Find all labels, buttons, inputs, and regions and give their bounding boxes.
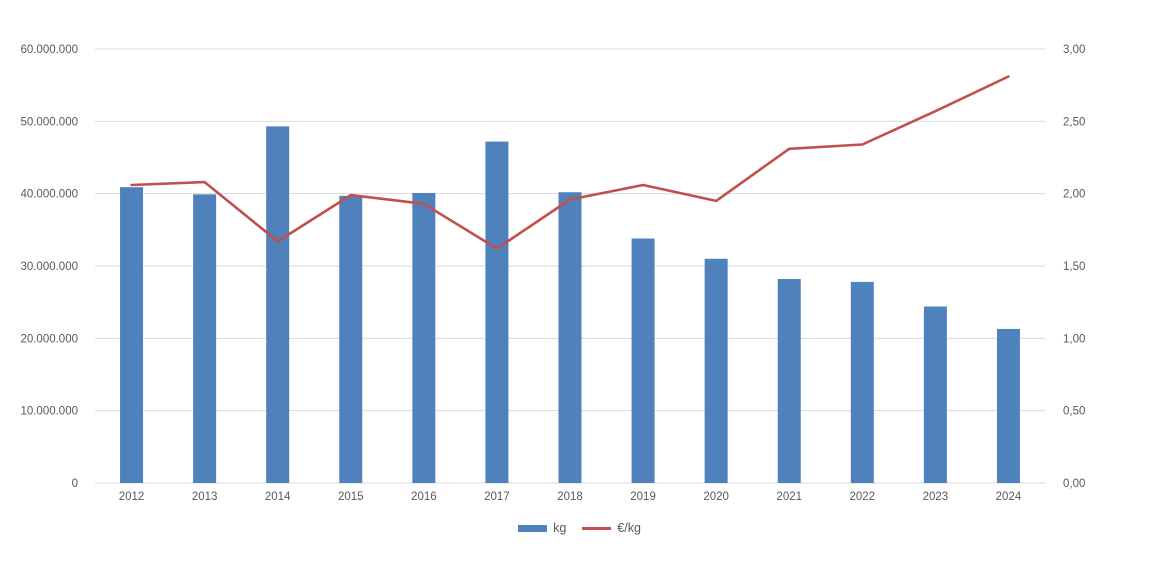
x-axis-label-2015: 2015 xyxy=(338,491,364,503)
bar-2020 xyxy=(704,258,728,483)
bar-2014 xyxy=(266,126,290,483)
y-axis-left-tick: 20.000.000 xyxy=(20,333,78,345)
bar-2013 xyxy=(193,194,217,483)
price-line xyxy=(130,75,1010,250)
y-axis-right-tick: 1,00 xyxy=(1063,333,1085,345)
bar-2018 xyxy=(558,192,582,483)
y-axis-right-tick: 0,50 xyxy=(1063,406,1085,418)
x-axis-labels: 2012 2013 2014 2015 2016 2017 2018 2019 2020 2021… xyxy=(119,491,1022,503)
legend-label-kg: kg xyxy=(553,521,567,535)
x-axis-label-2013: 2013 xyxy=(192,491,218,503)
legend-label-eur-per-kg: €/kg xyxy=(617,521,641,535)
x-axis-label-2022: 2022 xyxy=(850,491,876,503)
price-series-swatch-icon xyxy=(582,526,612,530)
x-axis-label-2014: 2014 xyxy=(265,491,291,503)
x-axis-label-2021: 2021 xyxy=(776,491,802,503)
chart-legend: kg €/kg xyxy=(0,517,1159,539)
legend-item-kg: kg xyxy=(518,521,566,535)
x-axis-label-2017: 2017 xyxy=(484,491,510,503)
x-axis-label-2012: 2012 xyxy=(119,491,145,503)
y-axis-right-labels: 3,00 2,50 2,00 1,50 1,00 0,50 0,00 xyxy=(1063,44,1085,490)
y-axis-right-tick: 2,00 xyxy=(1063,189,1085,201)
y-axis-left-tick: 50.000.000 xyxy=(20,116,78,128)
bars-series-kg xyxy=(120,126,1020,483)
line-series-eur-per-kg xyxy=(130,75,1010,250)
bar-2022 xyxy=(850,281,874,483)
bar-2024 xyxy=(996,328,1020,483)
bar-2023 xyxy=(923,306,947,483)
x-axis-label-2018: 2018 xyxy=(557,491,583,503)
x-axis-label-2016: 2016 xyxy=(411,491,437,503)
y-axis-right-tick: 2,50 xyxy=(1063,116,1085,128)
bar-2019 xyxy=(631,238,655,483)
bar-2015 xyxy=(339,195,363,483)
y-axis-left-tick: 10.000.000 xyxy=(20,406,78,418)
x-axis-label-2023: 2023 xyxy=(923,491,949,503)
y-axis-left-labels: 60.000.000 50.000.000 40.000.000 30.000.000… xyxy=(20,44,78,490)
bar-2021 xyxy=(777,279,801,483)
y-axis-right-tick: 1,50 xyxy=(1063,261,1085,273)
y-axis-left-tick: 40.000.000 xyxy=(20,189,78,201)
bar-2016 xyxy=(412,192,436,483)
combo-chart-svg: 60.000.000 50.000.000 40.000.000 30.000.000… xyxy=(20,44,1085,503)
y-axis-right-tick: 3,00 xyxy=(1063,44,1085,56)
y-axis-left-tick: 30.000.000 xyxy=(20,261,78,273)
bar-2012 xyxy=(120,187,144,483)
bar-2017 xyxy=(485,141,509,483)
legend-item-eur-per-kg: €/kg xyxy=(582,521,641,535)
y-axis-right-tick: 0,00 xyxy=(1063,478,1085,490)
x-axis-label-2020: 2020 xyxy=(703,491,729,503)
x-axis-label-2024: 2024 xyxy=(996,491,1022,503)
y-axis-left-tick: 0 xyxy=(72,478,78,490)
kg-series-swatch-icon xyxy=(518,524,548,532)
x-axis-label-2019: 2019 xyxy=(630,491,656,503)
y-axis-left-tick: 60.000.000 xyxy=(20,44,78,56)
